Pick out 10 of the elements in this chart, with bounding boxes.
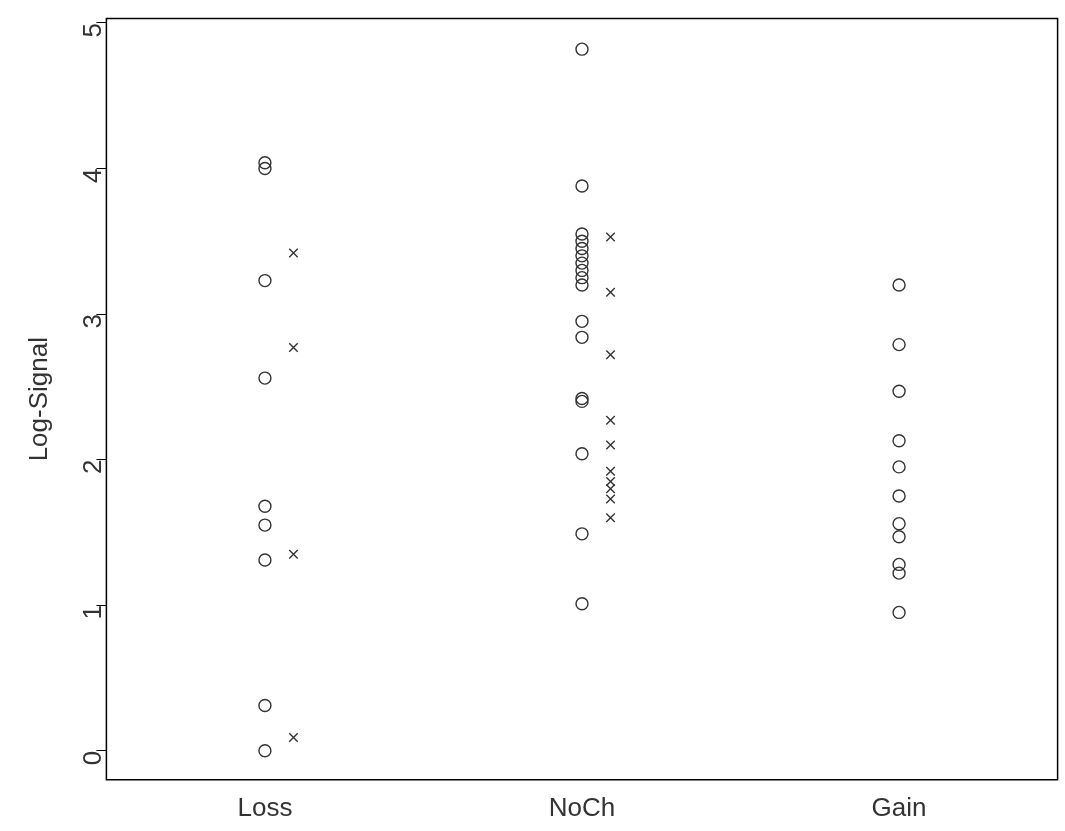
x-tick-label: Gain — [871, 791, 927, 822]
y-tick-label: 0 — [76, 750, 107, 766]
y-tick-label: 2 — [76, 459, 107, 475]
y-tick-label: 3 — [76, 314, 107, 329]
y-axis-title: Log-Signal — [22, 337, 53, 462]
y-tick-label: 4 — [76, 168, 107, 183]
x-tick-label: Loss — [237, 791, 293, 822]
y-tick-label: 5 — [76, 22, 107, 38]
x-tick-label: NoCh — [548, 791, 616, 822]
y-tick-label: 1 — [76, 605, 107, 620]
